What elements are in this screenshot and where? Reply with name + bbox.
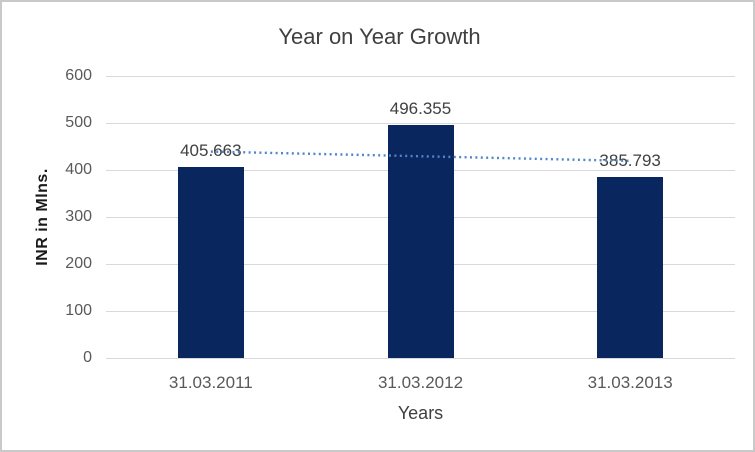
x-tick-label: 31.03.2013 — [587, 373, 673, 392]
y-tick-label: 500 — [65, 114, 92, 131]
x-axis-title: Years — [397, 403, 444, 423]
y-tick-label: 0 — [83, 349, 92, 366]
bar-value-label: 385.793 — [599, 150, 661, 170]
bar-value-label: 405.663 — [180, 141, 242, 161]
y-tick-label: 400 — [65, 161, 92, 178]
bar-value-label: 496.355 — [389, 98, 452, 118]
y-tick-label: 300 — [65, 208, 92, 225]
chart-title: Year on Year Growth — [278, 24, 481, 49]
bar — [387, 124, 454, 358]
y-tick-label: 200 — [65, 255, 92, 272]
y-tick-label: 600 — [65, 67, 92, 84]
gridline — [106, 76, 735, 77]
bar — [177, 167, 244, 358]
y-tick-label: 100 — [65, 302, 92, 319]
x-tick-label: 31.03.2011 — [168, 373, 253, 392]
gridline — [106, 123, 735, 124]
bar — [597, 176, 664, 358]
x-tick-label: 31.03.2012 — [377, 373, 464, 392]
x-axis-line — [106, 358, 735, 359]
